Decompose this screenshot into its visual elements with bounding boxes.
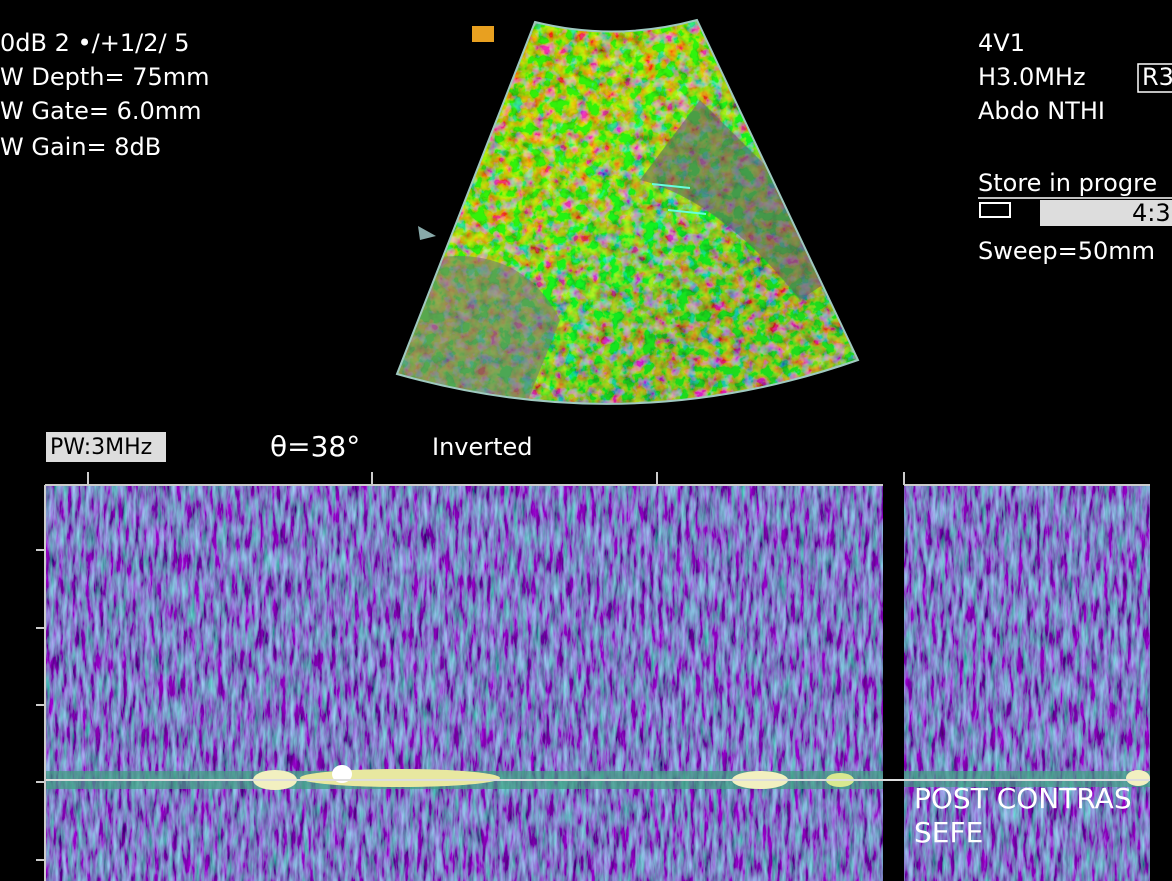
focus-marker <box>418 226 436 240</box>
annotation: SEFE <box>914 816 983 849</box>
tape-icon <box>980 203 1010 217</box>
angle: θ=38° <box>270 430 360 463</box>
mode: PW:3MHz <box>50 435 152 460</box>
preset-tag: R3 <box>1142 63 1172 91</box>
preset: Abdo NTHI <box>978 97 1105 125</box>
orientation: Inverted <box>432 433 533 461</box>
annotation: POST CONTRAS <box>914 782 1132 815</box>
counter: 4:3 <box>1132 199 1171 227</box>
ultrasound-screen: 0dB 2 •/+1/2/ 5 W Depth= 75mm W Gate= 6.… <box>0 0 1172 881</box>
status: Store in progre <box>978 169 1157 197</box>
signal-blob <box>300 769 500 787</box>
frequency: H3.0MHz <box>978 63 1086 91</box>
param-text: W Depth= 75mm <box>0 63 210 91</box>
param-text: W Gate= 6.0mm <box>0 97 202 125</box>
probe: 4V1 <box>978 29 1025 57</box>
sweep: Sweep=50mm <box>978 237 1155 265</box>
param-text: 0dB 2 •/+1/2/ 5 <box>0 29 189 57</box>
param-text: W Gain= 8dB <box>0 133 161 161</box>
logo-icon <box>472 26 494 42</box>
spectrum-noise <box>45 485 883 881</box>
